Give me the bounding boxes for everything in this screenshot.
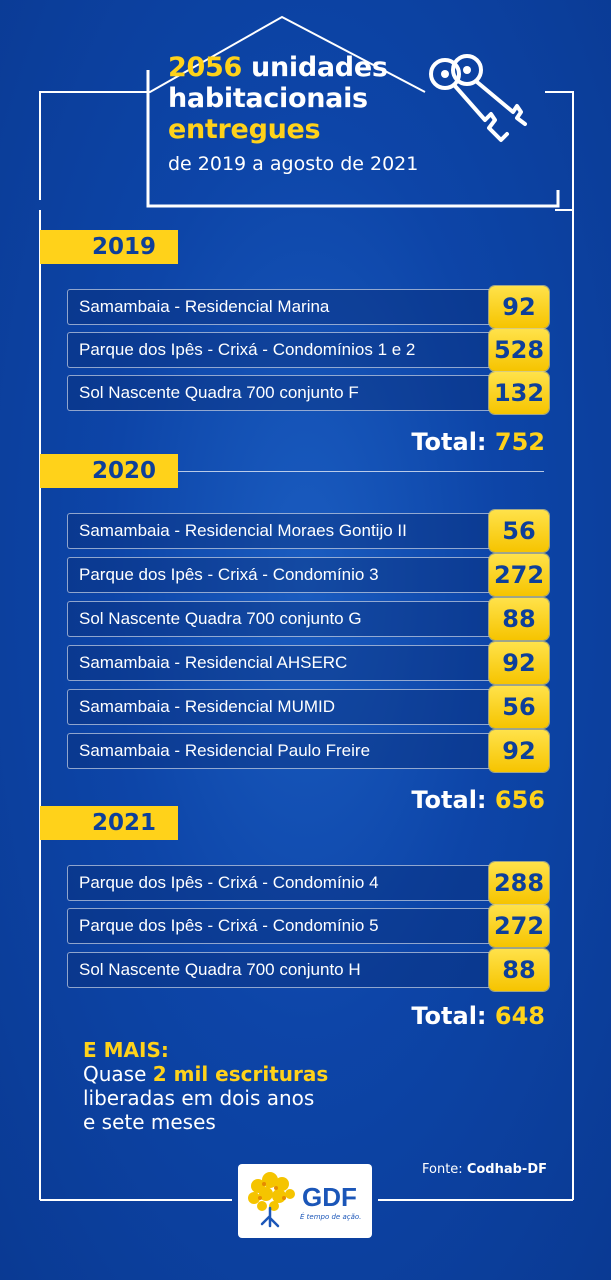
row-label: Samambaia - Residencial Moraes Gontijo I… bbox=[79, 521, 407, 540]
row-box bbox=[67, 513, 491, 549]
extra-title: E MAIS: bbox=[83, 1038, 169, 1062]
extra-line-1-prefix: Quase bbox=[83, 1062, 153, 1086]
headline: 2056 unidades habitacionais entregues de… bbox=[168, 52, 448, 175]
year-tab-2021: 2021 bbox=[40, 806, 178, 840]
gdf-logo: GDF É tempo de ação. bbox=[238, 1164, 372, 1238]
list-item: Parque dos Ipês - Crixá - Condomínio 5 2… bbox=[67, 905, 549, 947]
row-value: 272 bbox=[489, 905, 549, 947]
list-item: Samambaia - Residencial Paulo Freire 92 bbox=[67, 730, 549, 772]
year-tab-2019: 2019 bbox=[40, 230, 178, 264]
list-item: Samambaia - Residencial MUMID 56 bbox=[67, 686, 549, 728]
row-box bbox=[67, 557, 491, 593]
row-box bbox=[67, 645, 491, 681]
row-value: 92 bbox=[489, 286, 549, 328]
row-label: Sol Nascente Quadra 700 conjunto G bbox=[79, 609, 362, 628]
row-value: 528 bbox=[489, 329, 549, 371]
list-item: Sol Nascente Quadra 700 conjunto F 132 bbox=[67, 372, 549, 414]
row-box bbox=[67, 601, 491, 637]
row-value: 88 bbox=[489, 949, 549, 991]
list-item: Samambaia - Residencial Marina 92 bbox=[67, 286, 549, 328]
year-tab-2020: 2020 bbox=[40, 454, 178, 488]
total-2020: Total: 656 bbox=[411, 786, 545, 814]
keys-icon bbox=[429, 54, 527, 142]
total-label: Total: bbox=[411, 786, 487, 814]
row-value: 56 bbox=[489, 510, 549, 552]
gdf-logo-text: GDF bbox=[302, 1182, 357, 1212]
row-value: 92 bbox=[489, 642, 549, 684]
source-credit: Fonte: Codhab-DF bbox=[422, 1162, 547, 1177]
row-label: Sol Nascente Quadra 700 conjunto H bbox=[79, 960, 361, 979]
row-box bbox=[67, 689, 491, 725]
list-item: Sol Nascente Quadra 700 conjunto G 88 bbox=[67, 598, 549, 640]
list-item: Parque dos Ipês - Crixá - Condomínio 3 2… bbox=[67, 554, 549, 596]
list-item: Samambaia - Residencial Moraes Gontijo I… bbox=[67, 510, 549, 552]
headline-line-3: entregues bbox=[168, 114, 321, 145]
total-value: 656 bbox=[494, 786, 545, 814]
extra-line-2: liberadas em dois anos bbox=[83, 1086, 315, 1110]
row-label: Parque dos Ipês - Crixá - Condomínio 5 bbox=[79, 916, 379, 935]
row-box bbox=[67, 952, 491, 988]
list-item: Sol Nascente Quadra 700 conjunto H 88 bbox=[67, 949, 549, 991]
row-value: 132 bbox=[489, 372, 549, 414]
row-label: Samambaia - Residencial MUMID bbox=[79, 697, 336, 716]
row-box bbox=[67, 375, 491, 411]
headline-line-2: habitacionais bbox=[168, 83, 368, 114]
headline-line-1-rest: unidades bbox=[241, 52, 388, 83]
row-label: Sol Nascente Quadra 700 conjunto F bbox=[79, 383, 359, 402]
headline-subtitle: de 2019 a agosto de 2021 bbox=[168, 153, 419, 175]
row-value: 92 bbox=[489, 730, 549, 772]
total-value: 648 bbox=[494, 1002, 545, 1030]
source-label: Fonte: bbox=[421, 1162, 467, 1177]
extra-line-1-highlight: 2 mil escrituras bbox=[152, 1062, 329, 1086]
row-value: 56 bbox=[489, 686, 549, 728]
extra-line-1: Quase 2 mil escrituras bbox=[83, 1062, 328, 1086]
row-value: 288 bbox=[489, 862, 549, 904]
row-label: Parque dos Ipês - Crixá - Condomínio 3 bbox=[79, 565, 379, 584]
row-box bbox=[67, 865, 491, 901]
row-box bbox=[67, 908, 491, 944]
row-label: Parque dos Ipês - Crixá - Condomínio 4 bbox=[79, 873, 379, 892]
source-name: Codhab-DF bbox=[466, 1162, 547, 1177]
gdf-slogan: É tempo de ação. bbox=[300, 1213, 362, 1221]
list-item: Samambaia - Residencial AHSERC 92 bbox=[67, 642, 549, 684]
row-box bbox=[67, 332, 491, 368]
extra-info: E MAIS: Quase 2 mil escrituras liberadas… bbox=[83, 1038, 328, 1134]
row-label: Samambaia - Residencial AHSERC bbox=[79, 653, 348, 672]
extra-line-3: e sete meses bbox=[83, 1110, 216, 1134]
divider bbox=[178, 471, 544, 472]
row-value: 88 bbox=[489, 598, 549, 640]
headline-line-1: 2056 unidades bbox=[168, 52, 448, 83]
total-value: 752 bbox=[494, 428, 545, 456]
row-value: 272 bbox=[489, 554, 549, 596]
row-label: Parque dos Ipês - Crixá - Condomínios 1 … bbox=[79, 340, 416, 359]
total-label: Total: bbox=[411, 428, 487, 456]
row-label: Samambaia - Residencial Marina bbox=[79, 297, 330, 316]
headline-number: 2056 bbox=[168, 52, 242, 83]
total-2019: Total: 752 bbox=[411, 428, 545, 456]
row-box bbox=[67, 733, 491, 769]
list-item: Parque dos Ipês - Crixá - Condomínio 4 2… bbox=[67, 862, 549, 904]
total-2021: Total: 648 bbox=[411, 1002, 545, 1030]
row-box bbox=[67, 289, 491, 325]
total-label: Total: bbox=[411, 1002, 487, 1030]
list-item: Parque dos Ipês - Crixá - Condomínios 1 … bbox=[67, 329, 549, 371]
ipe-tree-icon bbox=[248, 1172, 295, 1228]
row-label: Samambaia - Residencial Paulo Freire bbox=[79, 741, 371, 760]
